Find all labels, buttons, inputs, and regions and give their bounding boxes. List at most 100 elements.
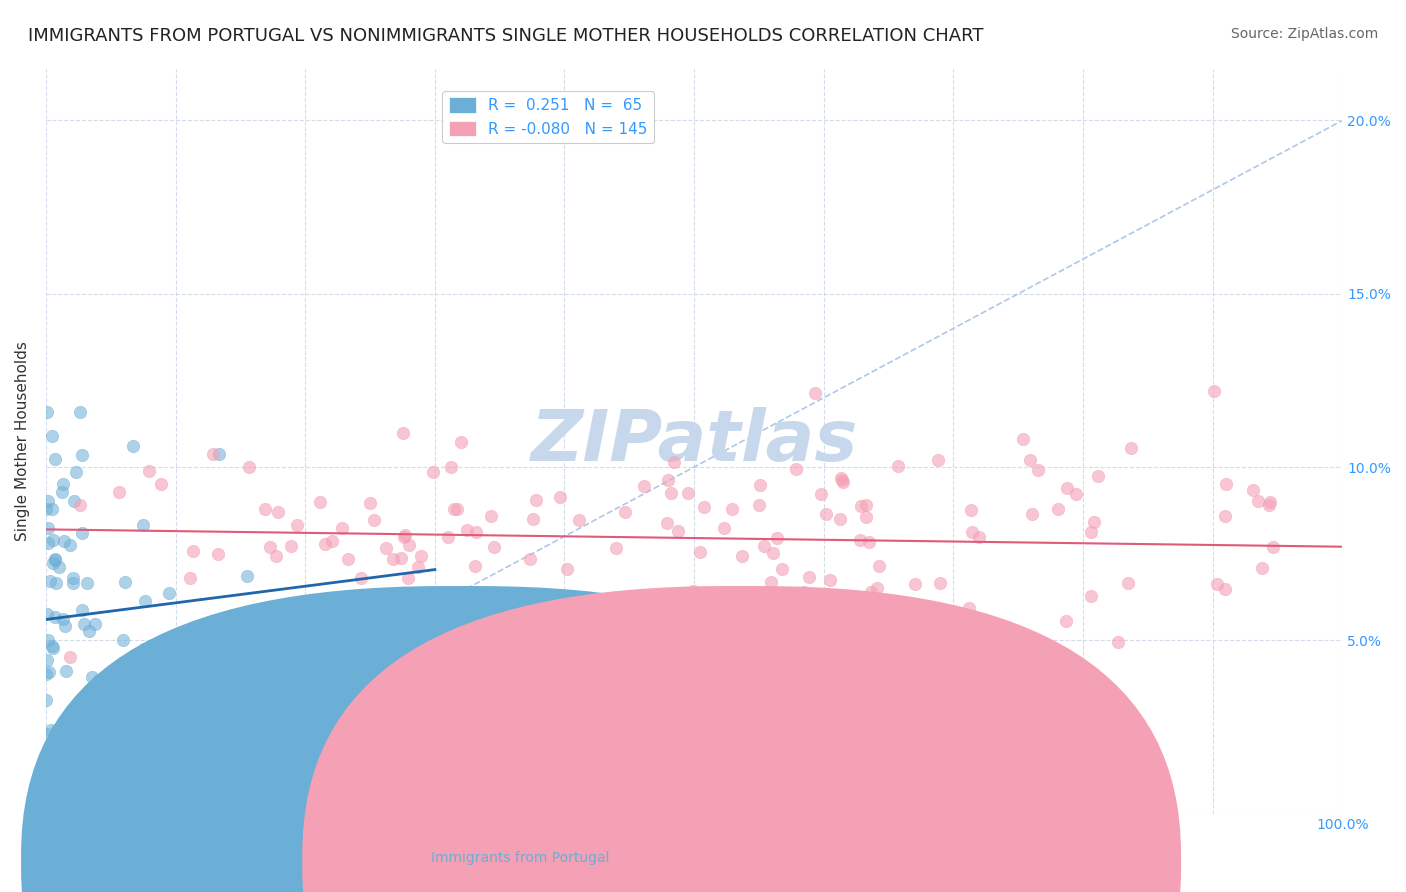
Point bbox=[456, 524, 478, 538]
Point bbox=[37, 494, 59, 508]
Point bbox=[697, 621, 720, 635]
Point bbox=[392, 530, 415, 544]
Point bbox=[55, 664, 77, 678]
Point bbox=[1258, 495, 1281, 509]
Point bbox=[1012, 432, 1035, 446]
Point bbox=[422, 465, 444, 479]
Point bbox=[831, 473, 853, 487]
Point bbox=[759, 575, 782, 590]
Point bbox=[65, 465, 87, 479]
Point bbox=[1056, 481, 1078, 495]
Point bbox=[69, 405, 91, 419]
Point bbox=[62, 494, 84, 508]
Point bbox=[39, 723, 62, 737]
Point bbox=[440, 460, 463, 475]
Point bbox=[720, 501, 742, 516]
Point bbox=[84, 617, 107, 632]
Point bbox=[1116, 576, 1139, 591]
Point bbox=[689, 545, 711, 559]
Point bbox=[238, 459, 260, 474]
Point bbox=[52, 533, 75, 548]
Point bbox=[41, 429, 63, 443]
Point bbox=[392, 425, 415, 440]
Point bbox=[945, 643, 967, 657]
Point bbox=[633, 479, 655, 493]
Point bbox=[44, 552, 66, 566]
Point bbox=[762, 546, 785, 560]
Point bbox=[51, 484, 73, 499]
Point bbox=[35, 667, 58, 681]
Point bbox=[835, 592, 858, 607]
Point bbox=[814, 507, 837, 521]
Point bbox=[858, 535, 880, 549]
Point bbox=[972, 640, 994, 655]
Point bbox=[713, 520, 735, 534]
Point bbox=[129, 764, 152, 779]
Point bbox=[868, 558, 890, 573]
Point bbox=[655, 516, 678, 530]
Point bbox=[62, 571, 84, 585]
Point bbox=[799, 570, 821, 584]
Point bbox=[138, 465, 160, 479]
Point bbox=[44, 610, 66, 624]
Point bbox=[804, 385, 827, 400]
Point bbox=[45, 576, 67, 591]
Point bbox=[41, 533, 63, 547]
Point bbox=[39, 574, 62, 588]
Point bbox=[46, 723, 69, 738]
Text: IMMIGRANTS FROM PORTUGAL VS NONIMMIGRANTS SINGLE MOTHER HOUSEHOLDS CORRELATION C: IMMIGRANTS FROM PORTUGAL VS NONIMMIGRANT… bbox=[28, 27, 984, 45]
Point bbox=[205, 631, 228, 645]
Point bbox=[866, 581, 889, 595]
Point bbox=[89, 673, 111, 687]
Point bbox=[80, 670, 103, 684]
Point bbox=[1028, 463, 1050, 477]
Point bbox=[969, 619, 991, 633]
Point bbox=[266, 505, 288, 519]
Point bbox=[664, 602, 686, 616]
Point bbox=[446, 501, 468, 516]
Point bbox=[818, 574, 841, 588]
Point bbox=[1066, 486, 1088, 500]
Text: ZIPatlas: ZIPatlas bbox=[530, 407, 858, 475]
Point bbox=[48, 560, 70, 574]
Point bbox=[132, 517, 155, 532]
Point bbox=[285, 517, 308, 532]
Point bbox=[849, 533, 872, 547]
Point bbox=[443, 502, 465, 516]
Point bbox=[35, 607, 58, 621]
Point bbox=[314, 537, 336, 551]
Point bbox=[464, 559, 486, 574]
Point bbox=[962, 524, 984, 539]
Point bbox=[952, 611, 974, 625]
Point bbox=[927, 452, 949, 467]
Point bbox=[59, 538, 82, 552]
Point bbox=[1021, 507, 1043, 521]
Point bbox=[42, 556, 65, 570]
Point bbox=[482, 540, 505, 554]
Point bbox=[52, 612, 75, 626]
Point bbox=[676, 486, 699, 500]
Point bbox=[568, 513, 591, 527]
Point bbox=[377, 598, 399, 612]
Point bbox=[59, 649, 82, 664]
Point bbox=[35, 405, 58, 419]
Point bbox=[41, 640, 63, 654]
Point bbox=[1251, 561, 1274, 575]
Point bbox=[273, 618, 295, 632]
Point bbox=[432, 604, 454, 618]
Point bbox=[1080, 589, 1102, 603]
Point bbox=[409, 549, 432, 563]
Point bbox=[605, 541, 627, 555]
Point bbox=[51, 755, 73, 769]
Point bbox=[785, 462, 807, 476]
Point bbox=[37, 536, 59, 550]
Point bbox=[810, 487, 832, 501]
Point bbox=[928, 576, 950, 591]
Point bbox=[207, 547, 229, 561]
Point bbox=[682, 584, 704, 599]
Point bbox=[35, 727, 58, 741]
Point bbox=[70, 603, 93, 617]
Point bbox=[1119, 442, 1142, 456]
Text: Source: ZipAtlas.com: Source: ZipAtlas.com bbox=[1230, 27, 1378, 41]
Point bbox=[450, 434, 472, 449]
